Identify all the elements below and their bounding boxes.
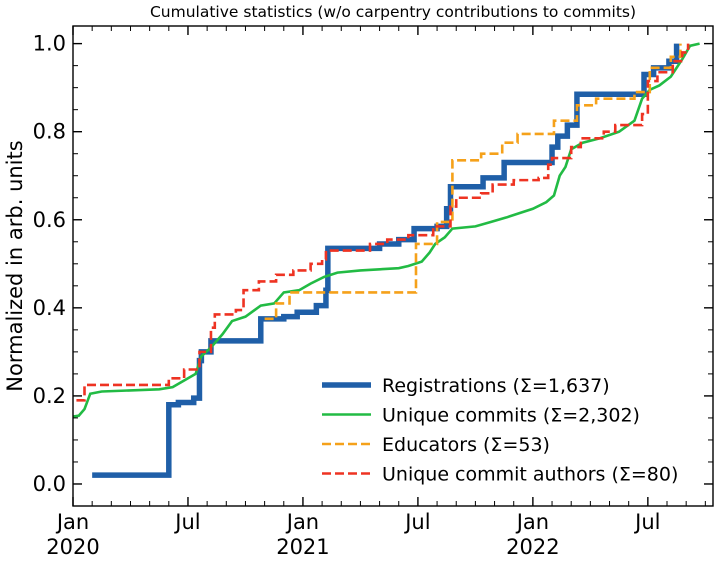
y-axis-label: Normalized in arb. units xyxy=(3,140,27,391)
x-tick-label: Jul xyxy=(403,510,430,534)
x-tick-label: Jan xyxy=(285,510,319,534)
y-tick-label: 0.2 xyxy=(33,384,66,408)
plot-frame xyxy=(72,25,714,507)
legend-label-2: Educators (Σ=53) xyxy=(382,434,550,456)
x-tick-year-label: 2022 xyxy=(506,535,559,559)
legend-label-0: Registrations (Σ=1,637) xyxy=(382,375,610,397)
series-line-3 xyxy=(73,43,690,402)
x-tick-year-label: 2020 xyxy=(46,535,99,559)
y-tick-label: 1.0 xyxy=(33,32,66,56)
y-tick-label: 0.8 xyxy=(33,120,66,144)
y-tick-label: 0.4 xyxy=(33,296,66,320)
x-tick-label: Jul xyxy=(173,510,200,534)
series-line-2 xyxy=(264,43,682,321)
x-tick-label: Jan xyxy=(55,510,89,534)
x-tick-year-label: 2021 xyxy=(276,535,329,559)
y-tick-label: 0.6 xyxy=(33,208,66,232)
legend: Registrations (Σ=1,637) Unique commits (Σ… xyxy=(322,375,678,486)
y-tick-label: 0.0 xyxy=(33,472,66,496)
x-tick-label: Jan xyxy=(515,510,549,534)
legend-label-1: Unique commits (Σ=2,302) xyxy=(382,405,640,427)
series-layer xyxy=(73,42,700,478)
legend-label-3: Unique commit authors (Σ=80) xyxy=(382,464,678,486)
x-tick-label: Jul xyxy=(633,510,660,534)
chart-title: Cumulative statistics (w/o carpentry con… xyxy=(150,3,636,21)
